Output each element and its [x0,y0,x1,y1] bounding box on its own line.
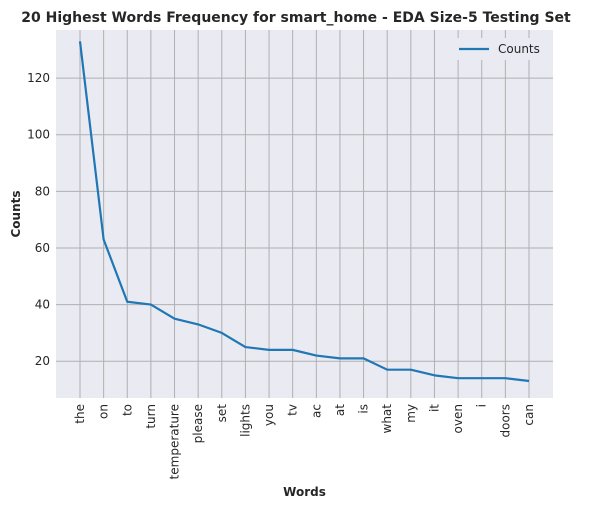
x-tick-label: what [380,404,394,434]
y-tick-label: 80 [35,184,50,198]
x-tick-label: can [522,404,536,426]
x-tick-label: the [73,404,87,424]
x-tick-label: set [215,404,229,423]
legend-box [452,38,546,60]
x-tick-label: doors [498,404,512,438]
series-line-counts [78,41,530,383]
y-tick-label: 100 [27,128,50,142]
x-axis-ticks: the on to turn temperature please set lights you… [73,404,536,480]
legend: Counts [452,38,546,60]
x-tick-label: you [262,404,276,426]
x-tick-label: on [97,404,111,419]
x-tick-label: temperature [168,404,182,479]
x-tick-label: please [191,404,205,443]
x-tick-label: i [475,404,489,407]
plot-area [56,30,553,398]
y-tick-label: 40 [35,298,50,312]
x-tick-label: oven [451,404,465,433]
x-tick-label: my [404,404,418,423]
y-axis-ticks: 20 40 60 80 100 120 [27,71,50,368]
x-tick-label: it [427,404,441,412]
y-tick-label: 20 [35,354,50,368]
chart-title: 20 Highest Words Frequency for smart_hom… [21,10,571,26]
y-tick-label: 120 [27,71,50,85]
x-tick-label: to [120,404,134,416]
legend-label-counts: Counts [498,42,540,56]
x-tick-label: ac [309,404,323,418]
x-tick-label: at [333,404,347,416]
x-tick-label: turn [144,404,158,429]
x-tick-label: tv [286,404,300,416]
grid [56,30,553,398]
y-tick-label: 60 [35,241,50,255]
x-tick-label: lights [238,404,252,437]
y-axis-label: Counts [9,190,23,237]
x-axis-label: Words [283,485,326,499]
x-tick-label: is [357,404,371,414]
